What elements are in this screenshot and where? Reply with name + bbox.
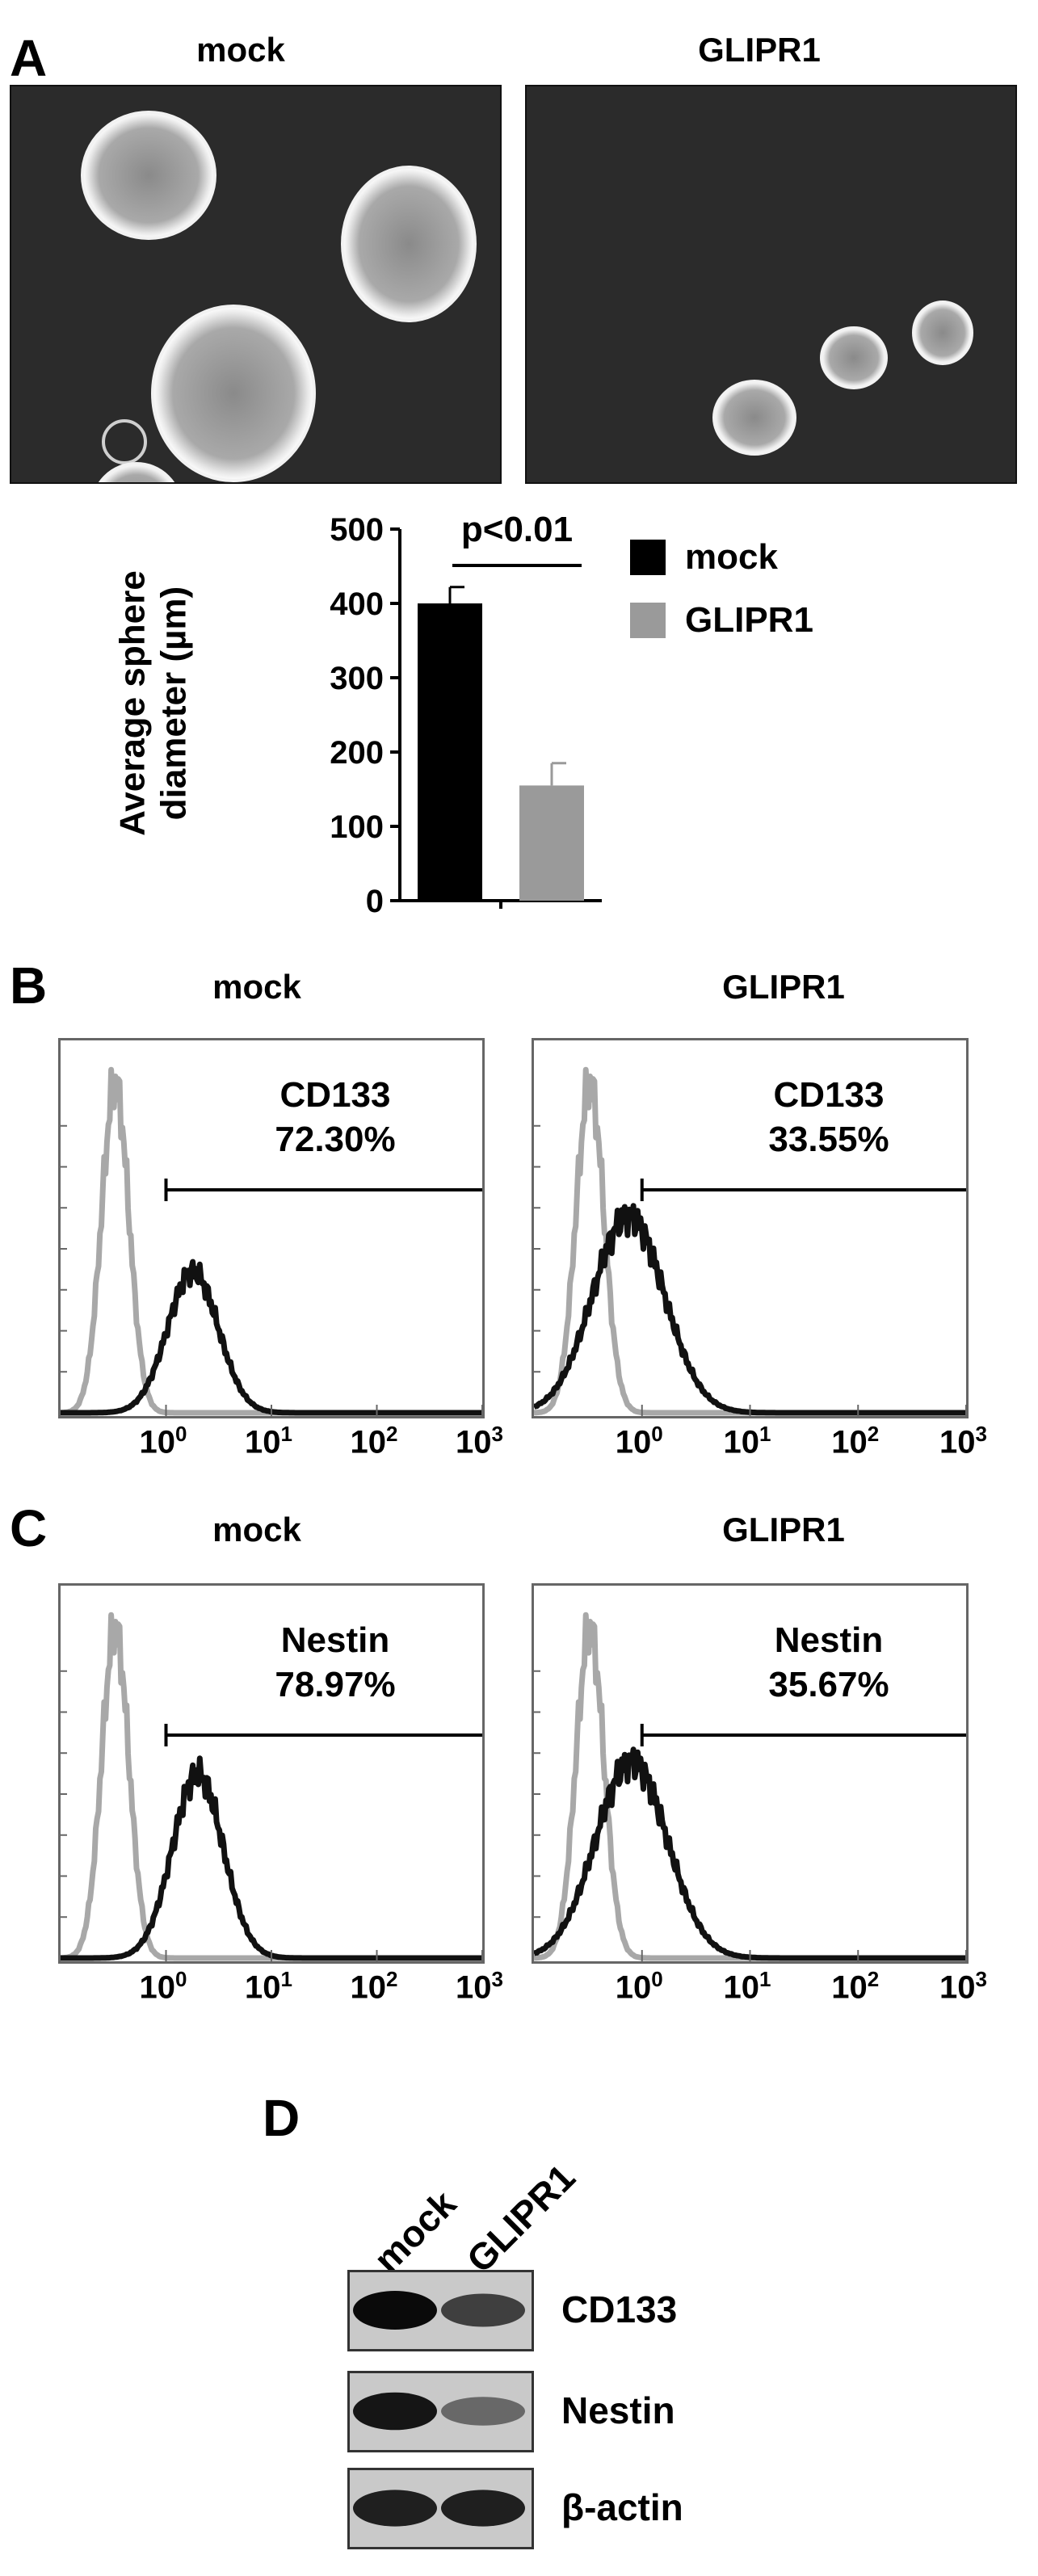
- panel-c-right-title: GLIPR1: [722, 1511, 845, 1549]
- y-tick-label: 0: [366, 884, 384, 919]
- band-mock: [353, 2392, 437, 2431]
- flow-c-mock-gate-label: Nestin 78.97%: [246, 1618, 424, 1707]
- panel-b-left-title: mock: [212, 968, 301, 1006]
- lane-label-mock: mock: [365, 2182, 464, 2281]
- x-tick-label: 103: [939, 1422, 987, 1460]
- flow-b-mock-marker: CD133: [279, 1075, 391, 1115]
- panel-a-right-title: GLIPR1: [698, 31, 821, 69]
- flow-b-glipr1-percent: 33.55%: [768, 1120, 889, 1159]
- flow-b-mock-gate-label: CD133 72.30%: [246, 1073, 424, 1162]
- blot-strip-1: [347, 2270, 534, 2351]
- flow-c-glipr1-gate-label: Nestin 35.67%: [740, 1618, 918, 1707]
- panel-d-letter: D: [263, 2089, 300, 2147]
- flow-b-mock-percent: 72.30%: [275, 1120, 396, 1159]
- x-tick-label: 103: [456, 1967, 503, 2006]
- x-tick-label: 101: [723, 1967, 771, 2006]
- x-tick-label: 102: [350, 1967, 398, 2006]
- marker-histogram: [59, 1259, 484, 1416]
- legend-swatch-glipr1: [630, 603, 666, 638]
- legend-item-mock: mock: [630, 537, 813, 578]
- x-tick-label: 102: [350, 1422, 398, 1460]
- x-tick-label: 101: [245, 1967, 292, 2006]
- flow-plot-b-glipr1: CD133 33.55%: [532, 1038, 969, 1418]
- y-tick-label: 500: [330, 512, 384, 548]
- x-tick-label: 101: [723, 1422, 771, 1460]
- band-mock: [353, 2490, 437, 2527]
- band-glipr1: [441, 2490, 525, 2527]
- y-tick-label: 200: [330, 735, 384, 771]
- flow-histogram-c-mock: [59, 1612, 484, 1961]
- flow-c-mock-percent: 78.97%: [275, 1665, 396, 1704]
- band-label: CD133: [561, 2288, 678, 2330]
- marker-histogram: [532, 1746, 968, 1961]
- flow-plot-c-glipr1: Nestin 35.67%: [532, 1583, 969, 1964]
- x-tick-label: 102: [831, 1967, 880, 2006]
- flow-plot-c-mock: Nestin 78.97%: [58, 1583, 485, 1964]
- x-tick-label: 103: [939, 1967, 987, 2006]
- band-label: Nestin: [561, 2389, 675, 2431]
- blot-strip-svg: [353, 2490, 525, 2527]
- band-mock: [353, 2291, 437, 2330]
- blot-strip-2: [347, 2371, 534, 2452]
- x-tick-label: 100: [615, 1967, 663, 2006]
- panel-a-left-title: mock: [196, 31, 285, 69]
- flow-b-glipr1-gate-label: CD133 33.55%: [740, 1073, 918, 1162]
- x-tick-label: 100: [615, 1422, 663, 1460]
- panel-c-left-title: mock: [212, 1511, 301, 1549]
- marker-histogram: [532, 1203, 968, 1416]
- x-tick-label: 100: [139, 1967, 187, 2006]
- bar-chart-svg: 0 100 200 300 400 500 p<0.01: [330, 510, 602, 919]
- x-tick-label: 103: [456, 1422, 503, 1460]
- flow-c-mock-marker: Nestin: [280, 1620, 390, 1660]
- flow-plot-b-mock: CD133 72.30%: [58, 1038, 485, 1418]
- flow-c-glipr1-x-ticks: 100 101 102 103: [532, 1967, 987, 2015]
- bar-glipr1: [519, 785, 584, 901]
- flow-histogram-b-mock: [59, 1066, 484, 1416]
- bar-mock: [418, 603, 482, 901]
- y-tick-label: 300: [330, 661, 384, 696]
- flow-b-glipr1-x-ticks: 100 101 102 103: [532, 1422, 987, 1470]
- panel-b-right-title: GLIPR1: [722, 968, 845, 1006]
- significance-label: p<0.01: [461, 510, 573, 549]
- band-glipr1: [441, 2397, 525, 2426]
- legend-label-mock: mock: [685, 537, 778, 577]
- lane-label-glipr1: GLIPR1: [458, 2156, 583, 2281]
- glipr1-sphere-micrograph: [525, 85, 1017, 484]
- y-tick-label: 400: [330, 586, 384, 622]
- flow-histogram-c-glipr1: [532, 1612, 968, 1961]
- flow-histogram-b-glipr1: [532, 1066, 968, 1416]
- blot-strip-3: [347, 2468, 534, 2549]
- band-glipr1: [441, 2293, 525, 2327]
- panel-b-letter: B: [10, 956, 48, 1015]
- y-tick-label: 100: [330, 809, 384, 845]
- x-tick-label: 102: [831, 1422, 880, 1460]
- mock-sphere-micrograph: [10, 85, 502, 484]
- chart-legend: mock GLIPR1: [630, 537, 813, 641]
- flow-b-mock-x-ticks: 100 101 102 103: [58, 1422, 511, 1470]
- legend-item-glipr1: GLIPR1: [630, 600, 813, 641]
- band-label: β-actin: [561, 2486, 683, 2528]
- blot-strip-svg: [353, 2291, 525, 2330]
- marker-histogram: [59, 1755, 484, 1961]
- flow-c-glipr1-marker: Nestin: [774, 1620, 884, 1660]
- x-tick-label: 101: [245, 1422, 292, 1460]
- panel-c-letter: C: [10, 1499, 48, 1557]
- x-tick-label: 100: [139, 1422, 187, 1460]
- sphere-diameter-chart: Average sphere diameter (µm) 0 100 200 300 4…: [0, 493, 1038, 945]
- legend-swatch-mock: [630, 540, 666, 575]
- flow-b-glipr1-marker: CD133: [773, 1075, 885, 1115]
- blot-strip-svg: [353, 2392, 525, 2431]
- legend-label-glipr1: GLIPR1: [685, 600, 813, 640]
- panel-a-letter: A: [10, 29, 48, 87]
- flow-c-glipr1-percent: 35.67%: [768, 1665, 889, 1704]
- flow-c-mock-x-ticks: 100 101 102 103: [58, 1967, 511, 2015]
